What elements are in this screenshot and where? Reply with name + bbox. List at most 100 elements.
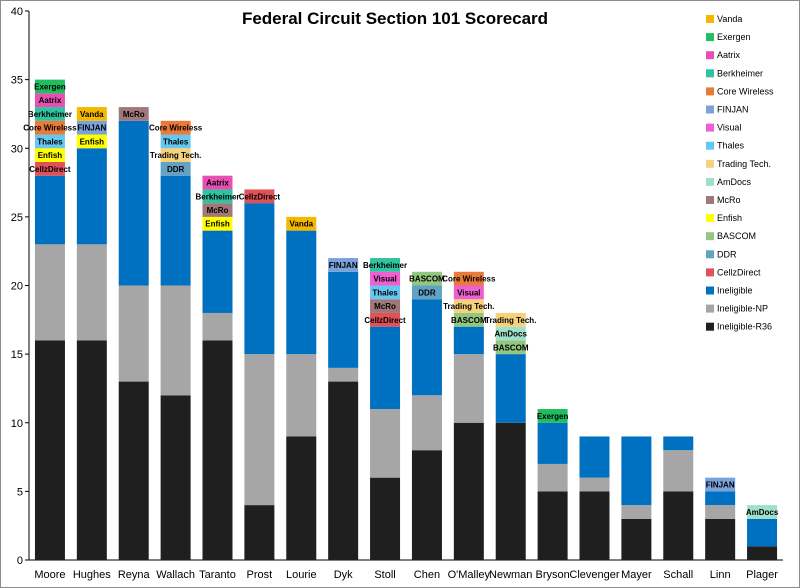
segment-label-ddr: DDR [418, 288, 436, 297]
bar-segment-mcro [370, 299, 401, 313]
bar-segment-ineligible [328, 271, 359, 368]
segment-label-enfish: Enfish [38, 151, 63, 160]
x-tick-label: Reyna [118, 569, 151, 581]
segment-label-trading-tech: Trading Tech. [150, 151, 201, 160]
legend-label-berkheimer: Berkheimer [717, 68, 763, 78]
bar-segment-ineligible [160, 175, 191, 286]
legend-swatch-amdocs [706, 177, 714, 186]
x-tick-label: Linn [710, 569, 731, 581]
segment-label-mcro: McRo [374, 302, 396, 311]
segment-label-vanda: Vanda [289, 220, 313, 229]
bar-segment-aatrix [202, 175, 233, 190]
bar-segment-ineligible-np [160, 285, 191, 396]
segment-label-core-wireless: Core Wireless [442, 275, 496, 284]
bar-segment-ineligible-r36 [202, 340, 233, 560]
bar-segment-ineligible-np [328, 367, 359, 382]
bar-segment-finjan [328, 258, 359, 272]
legend-label-vanda: Vanda [717, 14, 742, 24]
segment-label-mcro: McRo [207, 206, 229, 215]
legend: Vanda Exergen Aatrix Berkheimer Core Wireles… [706, 14, 774, 332]
bar-segment-ineligible-np [705, 505, 736, 519]
bar-segment-ineligible-np [76, 244, 107, 341]
bar-segment-mcro [202, 203, 233, 217]
bar-segment-ineligible [202, 230, 233, 313]
x-tick-label: Plager [746, 569, 778, 581]
bar-segment-cellzdirect [34, 161, 65, 176]
legend-label-thales: Thales [717, 141, 745, 151]
segment-label-amdocs: AmDocs [746, 508, 779, 517]
legend-label-ddr: DDR [717, 249, 737, 259]
bar-segment-ineligible-r36 [663, 491, 694, 560]
legend-label-mcro: McRo [717, 195, 741, 205]
bar-segment-visual [453, 285, 484, 300]
bar-segment-ineligible-np [453, 354, 484, 423]
legend-swatch-finjan [706, 105, 714, 114]
axes: 0 5 10 15 20 25 30 35 40 Moore Hughes Reyna Wallach T… [11, 6, 783, 581]
bar-segment-ineligible-np [370, 409, 401, 478]
segment-label-bascom: BASCOM [451, 316, 487, 325]
bar-segment-finjan [76, 120, 107, 135]
legend-label-finjan: FINJAN [717, 105, 749, 115]
x-tick-label: Chen [414, 569, 440, 581]
legend-swatch-exergen [706, 33, 714, 42]
bars [34, 79, 778, 560]
bar-segment-ineligible-r36 [244, 505, 275, 560]
legend-label-exergen: Exergen [717, 32, 751, 42]
segment-label-bascom: BASCOM [493, 343, 529, 352]
bar-segment-ineligible-np [621, 505, 652, 519]
bar-segment-ineligible-np [286, 354, 317, 437]
bar-segment-ineligible [495, 354, 526, 423]
bar-segment-amdocs [495, 326, 526, 341]
segment-label-berkheimer: Berkheimer [363, 261, 407, 270]
segment-label-visual: Visual [457, 288, 480, 297]
legend-swatch-vanda [706, 15, 714, 23]
bar-segment-ineligible-np [579, 477, 610, 492]
legend-swatch-mcro [706, 196, 714, 204]
legend-swatch-ineligible [706, 286, 714, 295]
bar-segment-ineligible-r36 [76, 340, 107, 560]
legend-label-aatrix: Aatrix [717, 50, 741, 60]
bar-segment-ineligible-np [537, 463, 568, 492]
bar-segment-thales [34, 134, 65, 149]
segment-label-vanda: Vanda [80, 110, 104, 119]
x-tick-label: Taranto [199, 569, 236, 581]
bar-segment-aatrix [34, 93, 65, 108]
bar-segment-berkheimer [202, 189, 233, 204]
bar-segment-thales [160, 134, 191, 149]
bar-segment-cellzdirect [244, 189, 275, 204]
bar-segment-berkheimer [34, 107, 65, 121]
x-tick-label: Newman [489, 569, 532, 581]
bar-segment-ineligible-np [411, 395, 442, 451]
bar-segment-ineligible-np [34, 244, 65, 341]
legend-label-cellzdirect: CellzDirect [717, 267, 761, 277]
segment-label-thales: Thales [37, 137, 63, 146]
legend-swatch-bascom [706, 232, 714, 241]
bar-segment-ineligible-r36 [705, 518, 736, 560]
y-tick-label: 10 [11, 418, 23, 430]
bar-segment-exergen [34, 79, 65, 94]
legend-swatch-cellzdirect [706, 268, 714, 277]
segment-label-berkheimer: Berkheimer [28, 110, 72, 119]
bar-segment-vanda [76, 107, 107, 121]
bar-segment-ddr [160, 161, 191, 176]
legend-label-visual: Visual [717, 123, 741, 133]
x-tick-label: Prost [247, 569, 273, 581]
bar-segment-ineligible-r36 [118, 381, 149, 560]
bar-segment-ineligible [286, 230, 317, 355]
y-tick-label: 5 [17, 486, 23, 498]
bar-segment-ineligible [663, 436, 694, 451]
segment-label-mcro: McRo [123, 110, 145, 119]
bar-segment-finjan [705, 477, 736, 492]
bar-segment-ineligible-r36 [579, 491, 610, 560]
bar-segment-ineligible [747, 518, 778, 547]
bar-segment-ineligible-np [202, 312, 233, 341]
bar-segment-ineligible [370, 326, 401, 410]
bar-segment-amdocs [747, 505, 778, 519]
segment-label-thales: Thales [163, 137, 189, 146]
bar-segment-enfish [76, 134, 107, 149]
legend-label-ineligible-np: Ineligible-NP [717, 304, 768, 314]
bar-segment-trading-tech [160, 148, 191, 162]
segment-label-exergen: Exergen [537, 412, 569, 421]
legend-label-amdocs: AmDocs [717, 177, 752, 187]
segment-label-cellzdirect: CellzDirect [364, 316, 406, 325]
